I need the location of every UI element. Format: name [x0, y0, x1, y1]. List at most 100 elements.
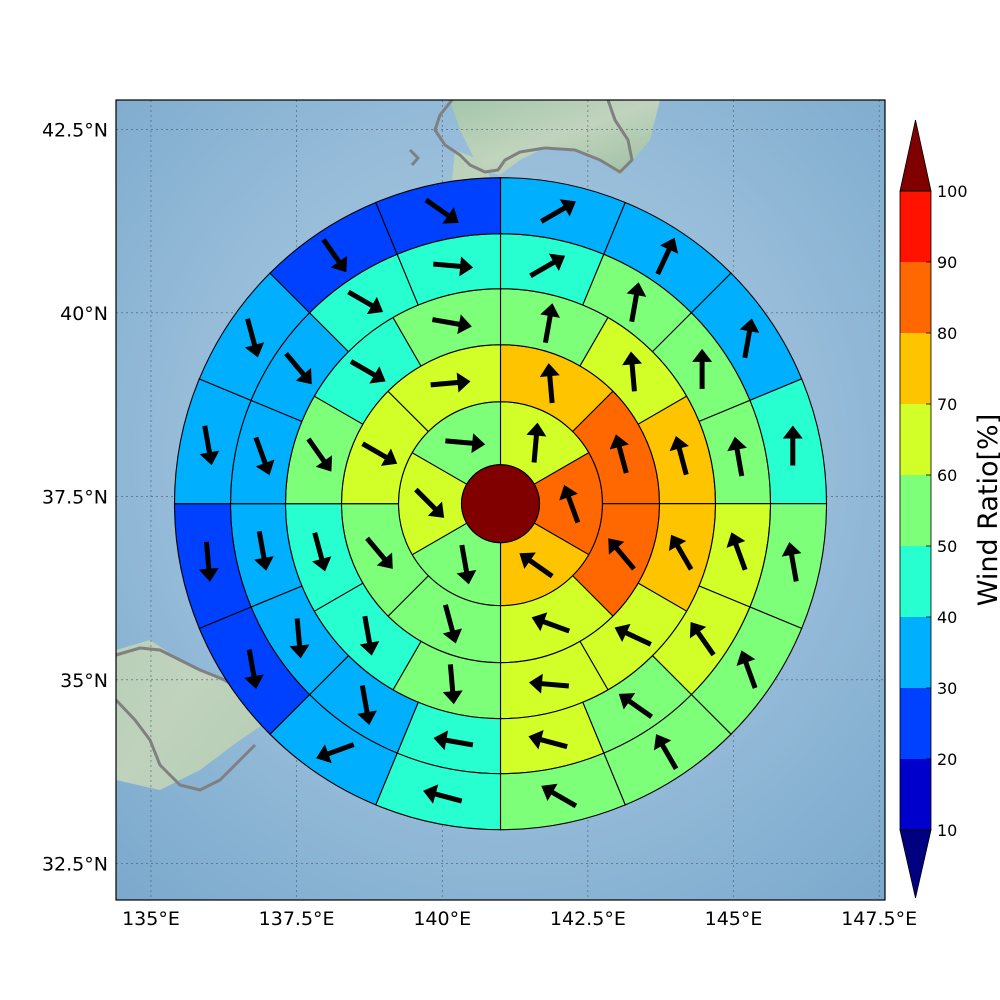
wind-arrow — [430, 372, 471, 393]
latitude-tick-labels: 32.5°N 35°N 37.5°N 40°N 42.5°N — [42, 119, 108, 875]
wind-arrow — [736, 650, 758, 689]
wind-arrow — [540, 303, 560, 344]
wind-arrow — [347, 289, 384, 315]
wind-arrow — [782, 425, 803, 466]
wind-arrow — [622, 351, 643, 392]
wind-arrow — [361, 441, 398, 466]
colorbar-segment — [900, 404, 931, 475]
wind-arrow — [781, 542, 802, 582]
colorbar-segment — [900, 546, 931, 617]
wind-arrow — [689, 622, 716, 657]
wind-arrow — [692, 348, 713, 389]
colorbar-tick-label: 50 — [937, 537, 957, 556]
wind-arrow — [456, 544, 477, 585]
wind-arrow — [253, 436, 275, 476]
wind-arrow — [199, 425, 220, 466]
colorbar-frame — [899, 190, 932, 831]
wind-arrow — [433, 730, 474, 751]
lat-tick-label: 40°N — [60, 303, 108, 325]
sado-island-coastline — [408, 148, 420, 166]
wind-arrow — [519, 552, 554, 579]
wind-arrow — [359, 615, 380, 656]
wind-arrow — [541, 783, 578, 809]
wind-arrow — [614, 623, 652, 647]
wind-arrow — [312, 532, 332, 572]
wind-arrow — [626, 282, 647, 323]
wind-arrow — [423, 784, 463, 804]
lon-tick-label: 142.5°E — [550, 908, 626, 930]
wind-arrow — [528, 730, 568, 750]
colorbar-tick-label: 20 — [937, 750, 957, 769]
wind-arrow — [526, 422, 547, 463]
colorbar-segment — [900, 191, 931, 262]
shikoku-coastline — [116, 698, 257, 792]
colorbar: 10 20 30 40 50 60 70 80 90 100 — [899, 119, 968, 899]
lat-tick-label: 35°N — [60, 670, 108, 692]
wind-arrow — [653, 734, 679, 770]
colorbar-tick-label: 100 — [937, 182, 968, 201]
map-frame — [115, 99, 886, 901]
wind-arrow — [442, 604, 463, 644]
hokkaido-land — [450, 100, 660, 175]
wind-arrow — [531, 612, 571, 634]
hokkaido-coastline — [433, 100, 634, 174]
wind-arrow — [445, 433, 486, 454]
wind-arrow — [529, 253, 566, 278]
wind-arrow — [442, 664, 463, 705]
center-disc — [460, 464, 541, 544]
wind-arrow — [559, 484, 581, 524]
colorbar-under-extension — [899, 829, 932, 899]
wind-arrow — [669, 435, 689, 476]
wind-arrow — [655, 237, 679, 276]
wind-arrow — [357, 685, 377, 725]
lon-tick-label: 137.5°E — [259, 908, 335, 930]
wind-arrow — [431, 314, 472, 335]
colorbar-tick-label: 90 — [937, 253, 957, 272]
colorbar-segment — [900, 688, 931, 759]
colorbar-segment — [900, 333, 931, 404]
colorbar-tick-label: 40 — [937, 608, 957, 627]
wind-arrow — [726, 532, 748, 571]
wind-arrow — [321, 238, 348, 273]
colorbar-over-extension — [899, 119, 932, 192]
wind-arrow — [727, 436, 747, 477]
colorbar-tick-label: 60 — [937, 466, 957, 485]
wind-arrow — [528, 673, 570, 694]
wind-arrow — [254, 530, 274, 571]
colorbar-segment — [900, 759, 931, 830]
wind-arrow — [608, 538, 636, 571]
lon-tick-label: 147.5°E — [841, 908, 917, 930]
wind-arrow — [365, 536, 393, 569]
wind-arrow — [424, 197, 459, 224]
wind-arrow — [349, 359, 386, 384]
longitude-tick-labels: 135°E 137.5°E 140°E 142.5°E 145°E 147.5°E — [122, 908, 917, 930]
wind-arrow — [244, 649, 264, 689]
wind-arrow — [306, 437, 333, 472]
wind-arrow — [540, 199, 576, 224]
colorbar-tick-label: 70 — [937, 395, 957, 414]
wind-sector — [375, 177, 502, 255]
wind-arrow — [316, 742, 355, 764]
colorbar-segment — [900, 262, 931, 333]
lat-tick-label: 32.5°N — [42, 853, 108, 875]
wind-arrow — [289, 618, 310, 659]
colorbar-label: Wind Ratio[%] — [973, 414, 1000, 606]
wind-arrow — [198, 541, 219, 582]
wind-arrow — [668, 534, 694, 571]
lat-tick-label: 37.5°N — [42, 486, 108, 508]
wind-arrow — [433, 256, 474, 277]
colorbar-tick-label: 80 — [937, 324, 957, 343]
wind-ratio-polar-grid — [173, 177, 828, 831]
colorbar-segment — [900, 617, 931, 688]
wind-arrow — [618, 693, 654, 719]
wind-arrow — [244, 318, 265, 358]
colorbar-tick-label: 10 — [937, 821, 957, 840]
wind-arrow — [739, 318, 760, 359]
colorbar-segment — [900, 475, 931, 546]
wind-arrows — [198, 197, 803, 809]
lat-tick-label: 42.5°N — [42, 119, 108, 141]
lon-tick-label: 135°E — [122, 908, 180, 930]
wind-arrow — [609, 434, 629, 474]
wind-arrow — [284, 351, 312, 385]
